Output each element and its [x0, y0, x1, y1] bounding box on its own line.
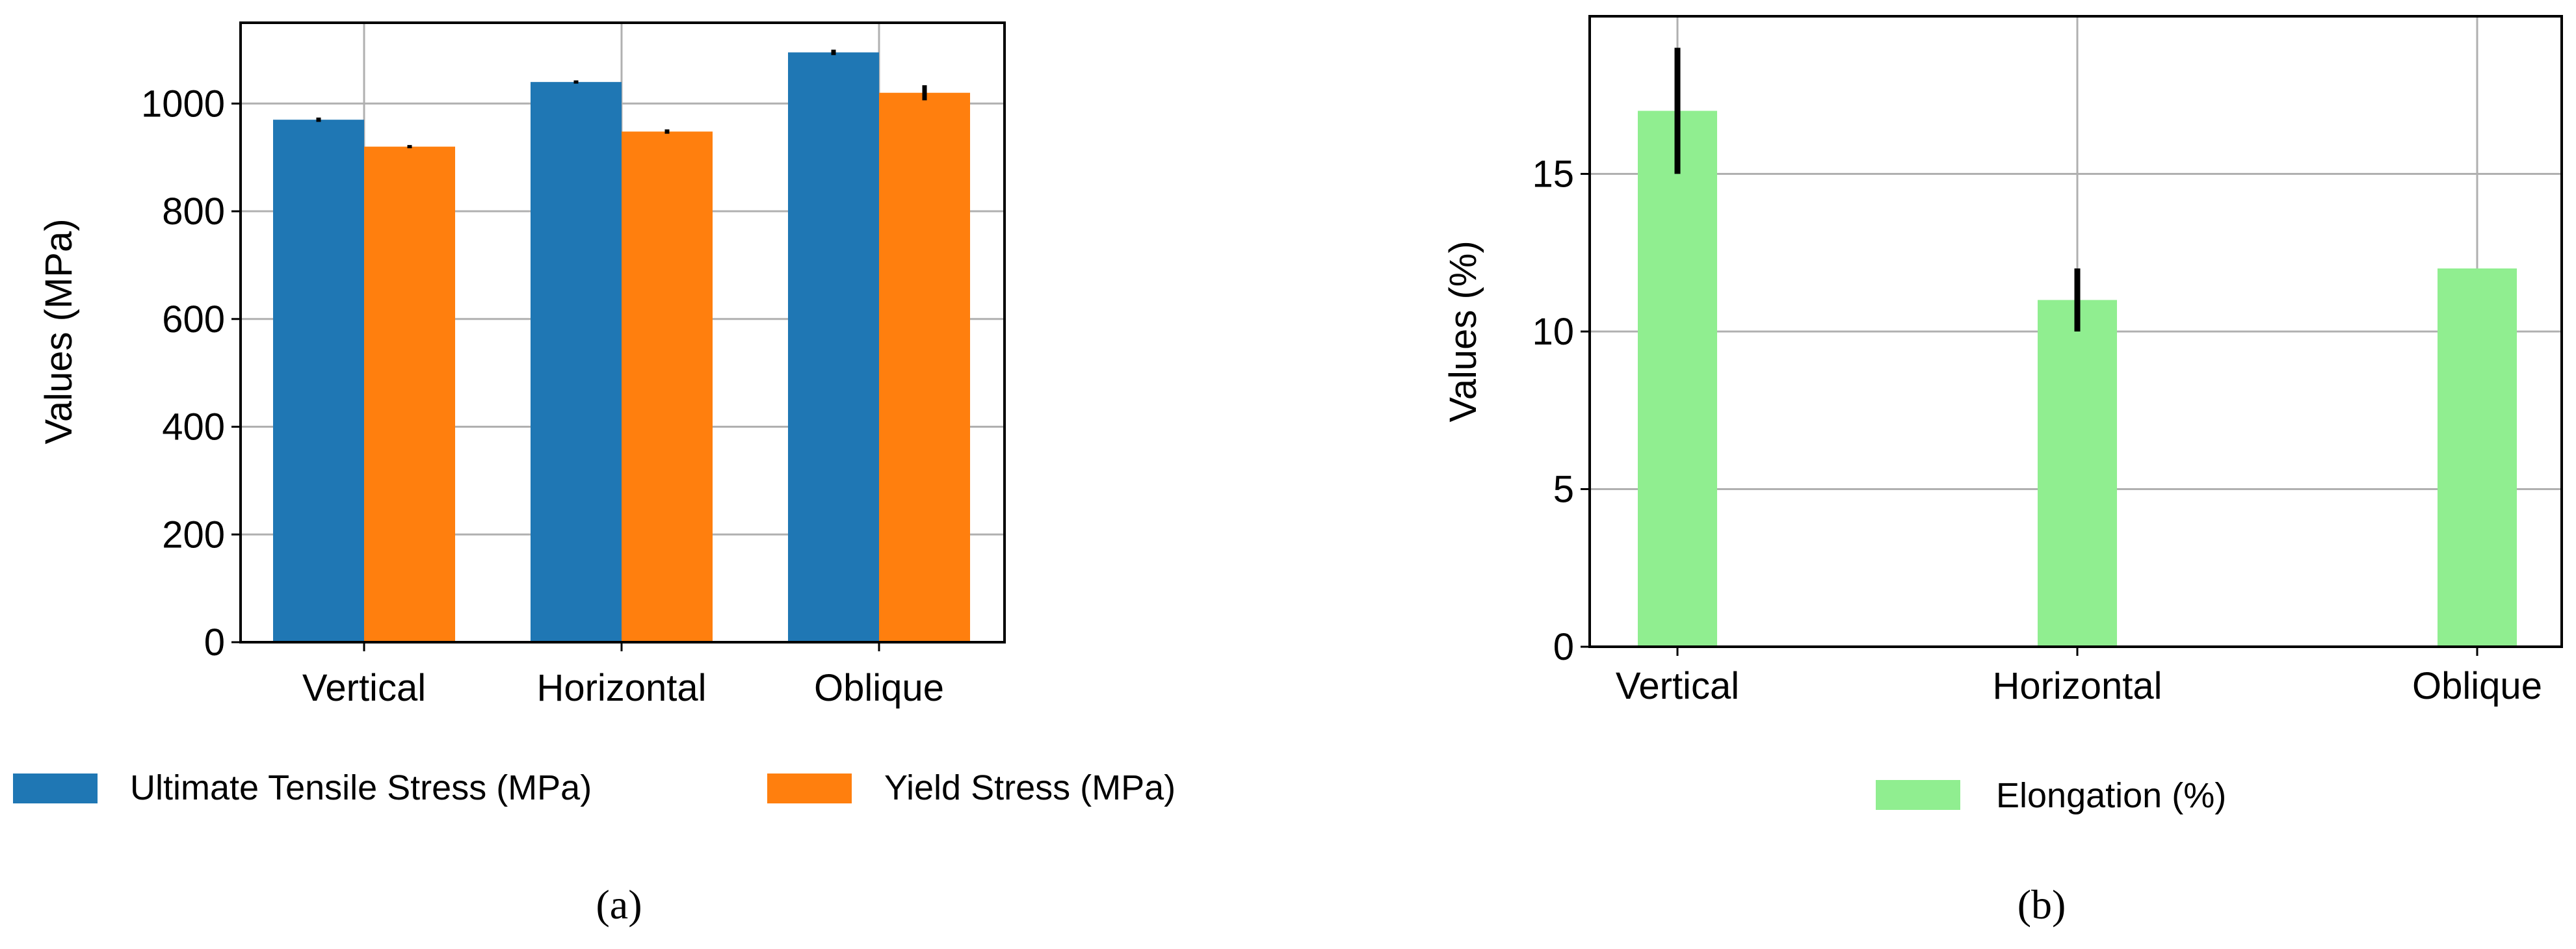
- chart-a-bar-yield: [364, 146, 455, 643]
- chart-b-ytick-label: 15: [1532, 153, 1574, 196]
- chart-b-bars: [1638, 47, 2517, 647]
- chart-a-bar-uts: [531, 82, 622, 643]
- chart-a-legend-label: Yield Stress (MPa): [884, 768, 1176, 807]
- chart-b-ytick-label: 10: [1532, 311, 1574, 353]
- chart-b: 0 5 10 15 Vertical Horizontal Oblique Values (…: [1442, 15, 2563, 928]
- chart-b-bar-elongation: [1638, 110, 1717, 647]
- chart-a-ytick-label: 800: [162, 190, 225, 233]
- chart-a-ytick-label: 200: [162, 514, 225, 556]
- chart-a-bars: [273, 49, 970, 643]
- chart-a-ytick-label: 400: [162, 406, 225, 448]
- chart-b-ytick-label: 5: [1553, 469, 1574, 511]
- chart-a-ytick-label: 600: [162, 298, 225, 341]
- chart-a-ytick-label: 1000: [141, 83, 225, 125]
- chart-a-bar-yield: [879, 92, 970, 642]
- chart-b-xtick-label: Oblique: [2412, 665, 2542, 707]
- chart-a-bar-yield: [622, 131, 713, 643]
- chart-b-bar-elongation: [2038, 300, 2117, 647]
- chart-a-ytick-label: 0: [204, 621, 225, 664]
- chart-b-ylabel: Values (%): [1442, 240, 1484, 422]
- chart-b-legend: Elongation (%): [1876, 776, 2226, 815]
- chart-b-panel-label: (b): [2017, 881, 2066, 928]
- chart-a-legend: Ultimate Tensile Stress (MPa) Yield Stres…: [13, 768, 1176, 807]
- chart-b-bar-elongation: [2438, 268, 2517, 647]
- chart-a-legend-label: Ultimate Tensile Stress (MPa): [130, 768, 592, 807]
- chart-b-ticks: 0 5 10 15 Vertical Horizontal Oblique: [1532, 153, 2542, 708]
- chart-b-xtick-label: Vertical: [1616, 665, 1739, 707]
- chart-b-legend-swatch: [1876, 780, 1960, 810]
- chart-a-legend-swatch: [767, 774, 852, 803]
- chart-b-xtick-label: Horizontal: [1992, 665, 2162, 707]
- chart-a-ylabel: Values (MPa): [38, 218, 80, 444]
- chart-a-bar-uts: [788, 52, 879, 643]
- chart-a-xtick-label: Horizontal: [536, 667, 706, 709]
- chart-a-legend-swatch: [13, 774, 98, 803]
- chart-b-ytick-label: 0: [1553, 626, 1574, 668]
- chart-a: 0 200 400 600 800 1000 Vertical Horizontal Obliq…: [13, 21, 1176, 928]
- chart-a-panel-label: (a): [596, 881, 642, 928]
- chart-a-xtick-label: Vertical: [302, 667, 426, 709]
- chart-a-xtick-label: Oblique: [814, 667, 944, 709]
- chart-b-legend-label: Elongation (%): [1996, 776, 2226, 815]
- chart-a-ticks: 0 200 400 600 800 1000 Vertical Horizontal Obliq…: [141, 83, 944, 709]
- chart-a-bar-uts: [273, 120, 364, 642]
